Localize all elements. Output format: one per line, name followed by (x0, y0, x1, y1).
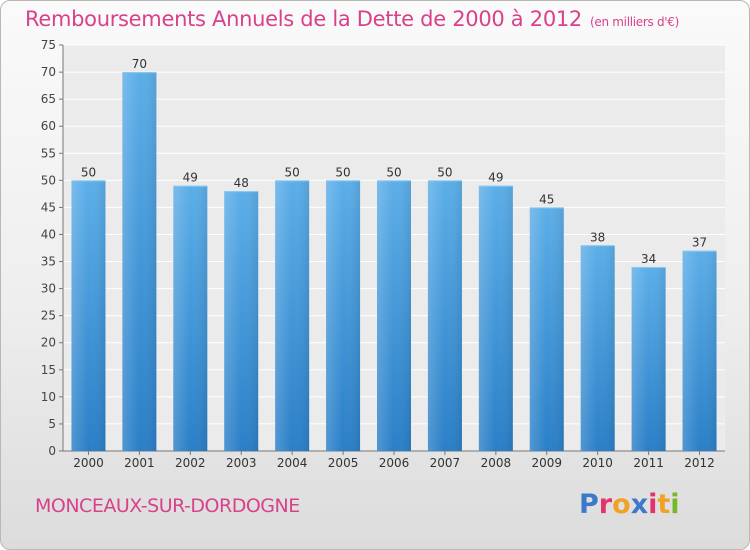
x-tick-label: 2005 (328, 456, 359, 470)
data-label: 50 (285, 165, 300, 179)
bar-shine (377, 180, 411, 452)
y-tick-label: 10 (41, 390, 56, 404)
data-label: 37 (692, 236, 707, 250)
y-tick-label: 15 (41, 363, 56, 377)
bar-shine (173, 185, 208, 451)
bar-shine (478, 185, 513, 451)
logo-letter: i (670, 489, 680, 520)
logo-letter: r (598, 489, 613, 520)
x-tick-label: 2004 (277, 456, 308, 470)
y-tick-label: 50 (41, 173, 56, 187)
logo-letter: i (648, 489, 658, 520)
x-tick-label: 2008 (481, 456, 512, 470)
proxiti-logo: Proxiti (579, 489, 680, 520)
y-tick-label: 70 (41, 65, 56, 79)
data-label: 38 (590, 230, 605, 244)
commune-name: MONCEAUX-SUR-DORDOGNE (35, 495, 300, 517)
x-tick-label: 2002 (175, 456, 206, 470)
chart-title-text: Remboursements Annuels de la Dette de 20… (25, 7, 582, 31)
x-tick-label: 2003 (226, 456, 257, 470)
bar-shine (275, 180, 310, 452)
y-tick-label: 35 (41, 255, 56, 269)
data-label: 49 (488, 171, 503, 185)
labels: 50 2000 70 2001 49 2002 48 2003 50 2004 50 2005 50 20… (73, 57, 715, 470)
bar-shine (682, 250, 717, 451)
data-label: 45 (539, 192, 554, 206)
data-label: 50 (437, 165, 452, 179)
data-label: 70 (132, 57, 147, 71)
data-label: 49 (183, 171, 198, 185)
y-tick-label: 25 (41, 309, 56, 323)
logo-letter: x (630, 489, 649, 520)
y-tick-label: 0 (48, 444, 56, 458)
data-label: 50 (81, 165, 96, 179)
logo-letter: t (657, 489, 671, 520)
data-label: 50 (386, 165, 401, 179)
y-tick-label: 55 (41, 146, 56, 160)
bar-shine (224, 191, 259, 451)
y-tick-label: 30 (41, 282, 56, 296)
bar-shine (122, 72, 157, 452)
y-tick-label: 40 (41, 227, 56, 241)
x-tick-label: 2011 (633, 456, 664, 470)
bar-shine (427, 180, 462, 452)
bars (71, 72, 717, 452)
chart-unit: (en milliers d'€) (590, 15, 680, 29)
y-tick-label: 5 (48, 417, 56, 431)
x-tick-label: 2001 (124, 456, 155, 470)
data-label: 34 (641, 252, 656, 266)
bar-shine (580, 245, 615, 451)
y-tick-label: 20 (41, 336, 56, 350)
y-tick-label: 60 (41, 119, 56, 133)
chart-title: Remboursements Annuels de la Dette de 20… (25, 7, 679, 31)
x-tick-label: 2009 (531, 456, 562, 470)
logo-letter: P (579, 489, 599, 520)
x-tick-label: 2012 (684, 456, 715, 470)
x-tick-label: 2006 (379, 456, 410, 470)
data-label: 50 (335, 165, 350, 179)
x-tick-label: 2000 (73, 456, 104, 470)
bar-shine (326, 180, 361, 452)
bar-shine (71, 180, 106, 452)
x-tick-label: 2010 (582, 456, 613, 470)
y-tick-label: 45 (41, 200, 56, 214)
bar-shine (631, 266, 666, 451)
bar-shine (529, 207, 564, 451)
x-tick-label: 2007 (430, 456, 461, 470)
data-label: 48 (234, 176, 249, 190)
y-tick-label: 65 (41, 92, 56, 106)
logo-letter: o (612, 489, 631, 520)
y-tick-label: 75 (41, 38, 56, 52)
